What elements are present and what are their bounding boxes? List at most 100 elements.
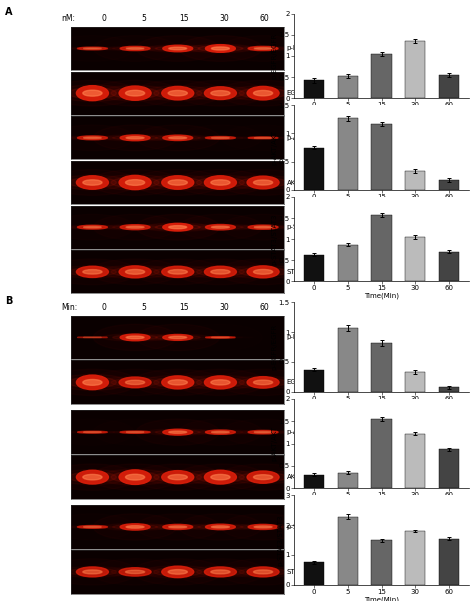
Ellipse shape (163, 524, 192, 529)
Ellipse shape (111, 177, 159, 188)
Ellipse shape (120, 46, 150, 50)
Text: p-AKT: p-AKT (287, 429, 307, 435)
X-axis label: Time(Min): Time(Min) (364, 596, 399, 601)
Ellipse shape (175, 559, 265, 585)
Ellipse shape (211, 47, 229, 50)
Ellipse shape (133, 259, 223, 285)
Ellipse shape (254, 180, 273, 185)
Text: AKT: AKT (287, 180, 300, 186)
Ellipse shape (136, 514, 219, 540)
Ellipse shape (143, 86, 213, 100)
Ellipse shape (198, 46, 243, 51)
Ellipse shape (239, 472, 287, 482)
Ellipse shape (241, 47, 285, 50)
Ellipse shape (175, 259, 265, 285)
Ellipse shape (155, 525, 200, 529)
Ellipse shape (143, 470, 213, 484)
Ellipse shape (136, 125, 219, 151)
Text: EGFR: EGFR (287, 379, 305, 385)
Ellipse shape (77, 431, 107, 433)
Ellipse shape (113, 335, 157, 340)
Ellipse shape (162, 175, 194, 189)
Ellipse shape (83, 270, 102, 274)
Ellipse shape (68, 472, 117, 483)
Bar (372, 124, 392, 190)
Ellipse shape (90, 259, 180, 285)
Text: 60: 60 (259, 14, 269, 23)
Ellipse shape (179, 35, 262, 61)
Ellipse shape (179, 514, 262, 540)
Ellipse shape (163, 224, 192, 231)
Ellipse shape (205, 44, 235, 52)
Ellipse shape (163, 429, 192, 435)
Ellipse shape (188, 44, 253, 53)
Ellipse shape (185, 375, 255, 389)
Bar (372, 215, 392, 281)
Ellipse shape (70, 226, 115, 228)
Bar (405, 171, 426, 190)
Ellipse shape (100, 85, 170, 101)
Ellipse shape (126, 474, 145, 480)
Ellipse shape (254, 570, 273, 574)
Ellipse shape (47, 464, 137, 490)
Bar (372, 54, 392, 98)
Ellipse shape (198, 525, 243, 529)
Ellipse shape (169, 225, 187, 229)
Ellipse shape (119, 86, 151, 100)
Ellipse shape (76, 86, 109, 100)
Text: A: A (5, 7, 12, 17)
Ellipse shape (198, 225, 243, 229)
Ellipse shape (136, 419, 219, 445)
Ellipse shape (111, 472, 159, 483)
Ellipse shape (154, 267, 202, 276)
Ellipse shape (221, 215, 305, 240)
Ellipse shape (185, 175, 255, 190)
Ellipse shape (247, 87, 279, 100)
Ellipse shape (113, 525, 157, 529)
Ellipse shape (211, 91, 230, 96)
Ellipse shape (218, 169, 308, 195)
Ellipse shape (169, 431, 187, 433)
Ellipse shape (57, 175, 128, 190)
Text: 15: 15 (179, 14, 189, 23)
Ellipse shape (205, 524, 235, 529)
Ellipse shape (218, 559, 308, 585)
Bar (439, 388, 459, 392)
Text: p-AKT: p-AKT (287, 135, 307, 141)
Ellipse shape (211, 380, 230, 385)
Ellipse shape (77, 525, 107, 528)
Bar (405, 531, 426, 585)
Bar (439, 252, 459, 281)
Ellipse shape (126, 570, 145, 573)
Ellipse shape (168, 380, 187, 385)
Ellipse shape (68, 377, 117, 388)
Ellipse shape (76, 266, 109, 278)
Ellipse shape (83, 432, 101, 433)
Ellipse shape (155, 136, 200, 140)
Ellipse shape (241, 525, 285, 529)
Bar (337, 245, 358, 281)
Ellipse shape (126, 180, 145, 185)
Ellipse shape (76, 470, 109, 484)
Ellipse shape (175, 464, 265, 490)
Ellipse shape (47, 259, 137, 285)
Text: 15: 15 (179, 303, 189, 311)
Ellipse shape (175, 369, 265, 395)
Bar (439, 180, 459, 190)
Ellipse shape (68, 88, 117, 99)
Text: 0: 0 (101, 303, 106, 311)
Ellipse shape (154, 472, 202, 482)
Ellipse shape (239, 568, 287, 576)
Ellipse shape (120, 431, 150, 433)
Ellipse shape (57, 85, 128, 102)
Ellipse shape (100, 175, 170, 191)
Ellipse shape (113, 47, 157, 50)
Text: p-EGFR: p-EGFR (287, 334, 312, 340)
Bar (337, 118, 358, 190)
Ellipse shape (218, 369, 308, 395)
Ellipse shape (168, 570, 187, 574)
Ellipse shape (83, 137, 101, 139)
Ellipse shape (119, 377, 151, 388)
Text: AKT: AKT (287, 474, 300, 480)
Ellipse shape (204, 470, 237, 484)
